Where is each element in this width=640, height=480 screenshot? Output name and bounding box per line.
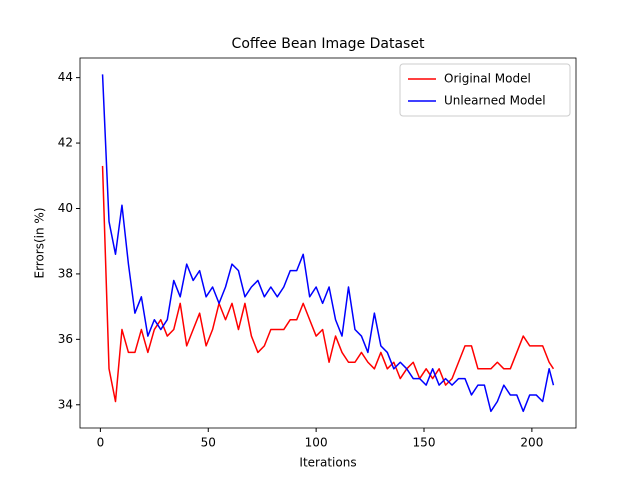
x-tick-label: 200 [520,436,543,450]
data-line [101,165,555,403]
plot-frame [79,57,577,429]
x-axis-label: Iterations [299,456,356,470]
legend-label: Original Model [444,72,531,86]
y-tick-label: 42 [58,136,73,150]
y-tick-label: 36 [58,332,73,346]
y-tick-label: 40 [58,201,73,215]
legend-box [399,63,571,117]
x-tick-label: 0 [97,436,105,450]
x-tick-label: 150 [413,436,436,450]
data-line [101,74,555,413]
y-tick-label: 38 [58,266,73,280]
x-tick-label: 100 [305,436,328,450]
chart-title: Coffee Bean Image Dataset [232,36,425,52]
y-tick-label: 34 [58,397,73,411]
y-tick-label: 44 [58,70,73,84]
legend-label: Unlearned Model [444,94,546,108]
y-axis-label: Errors(in %) [33,207,47,278]
x-tick-label: 50 [201,436,216,450]
